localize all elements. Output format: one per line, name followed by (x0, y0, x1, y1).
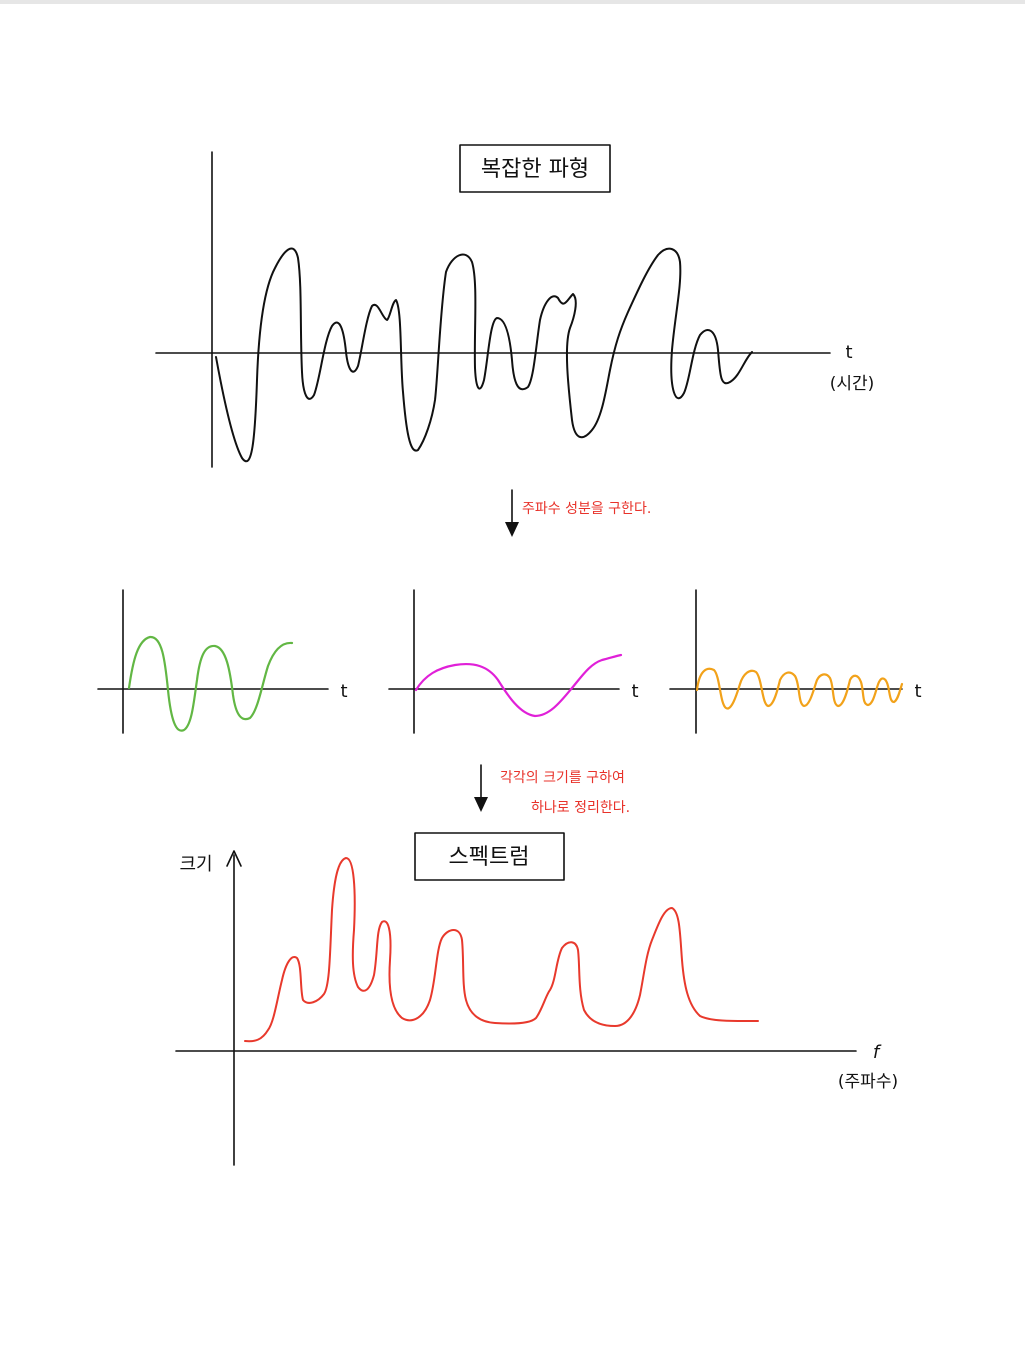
component-3-t-label: t (914, 681, 921, 702)
complex-waveform-curve (215, 247, 753, 463)
component-1-t-label: t (340, 681, 347, 702)
spectrum-section: 스펙트럼 크기 f (주파수) (175, 832, 898, 1166)
step2-arrow-head (474, 797, 488, 812)
component-2-wave (414, 653, 623, 718)
component-1-wave (127, 635, 294, 732)
step1-arrow-group: 주파수 성분을 구한다. (505, 489, 651, 537)
complex-t-label: t (845, 342, 852, 363)
spectrum-title-box (414, 832, 565, 881)
component-3-wave (695, 667, 904, 710)
component-1: t (97, 589, 348, 734)
step2-note-line1: 각각의 크기를 구하여 (500, 770, 625, 786)
top-border (0, 0, 1025, 4)
complex-title-box (459, 144, 611, 193)
spectrum-f-unit: (주파수) (838, 1072, 898, 1092)
complex-t-unit: (시간) (830, 374, 875, 394)
step2-note-line2: 하나로 정리한다. (531, 800, 630, 816)
spectrum-curve (244, 857, 759, 1043)
step2-arrow-group: 각각의 크기를 구하여 하나로 정리한다. (474, 764, 630, 816)
complex-title: 복잡한 파형 (481, 157, 589, 182)
spectrum-y-arrowhead (226, 850, 242, 867)
spectrum-f-label: f (873, 1042, 882, 1063)
spectrum-y-label: 크기 (179, 854, 212, 875)
component-2: t (388, 589, 639, 734)
complex-waveform-section: 복잡한 파형 t (시간) (155, 144, 875, 468)
component-2-t-label: t (631, 681, 638, 702)
spectrum-title: 스펙트럼 (449, 845, 530, 870)
step1-note: 주파수 성분을 구한다. (522, 501, 651, 517)
component-3: t (669, 589, 922, 734)
step1-arrow-head (505, 522, 519, 537)
